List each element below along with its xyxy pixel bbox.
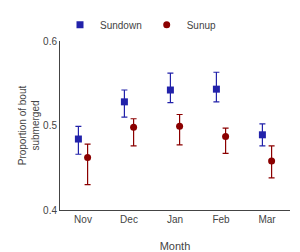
svg-text:0.5: 0.5 (43, 120, 57, 131)
svg-text:Dec: Dec (120, 214, 138, 225)
svg-text:Mar: Mar (258, 214, 276, 225)
svg-text:0.6: 0.6 (43, 36, 57, 47)
svg-text:0.4: 0.4 (43, 205, 57, 216)
svg-text:Nov: Nov (74, 214, 92, 225)
svg-text:Month: Month (160, 240, 191, 252)
svg-text:Feb: Feb (212, 214, 230, 225)
svg-text:Sundown: Sundown (100, 20, 142, 31)
svg-text:Proportion of boutsubmerged: Proportion of boutsubmerged (17, 86, 41, 166)
svg-text:Jan: Jan (167, 214, 183, 225)
svg-text:Sunup: Sunup (187, 20, 216, 31)
